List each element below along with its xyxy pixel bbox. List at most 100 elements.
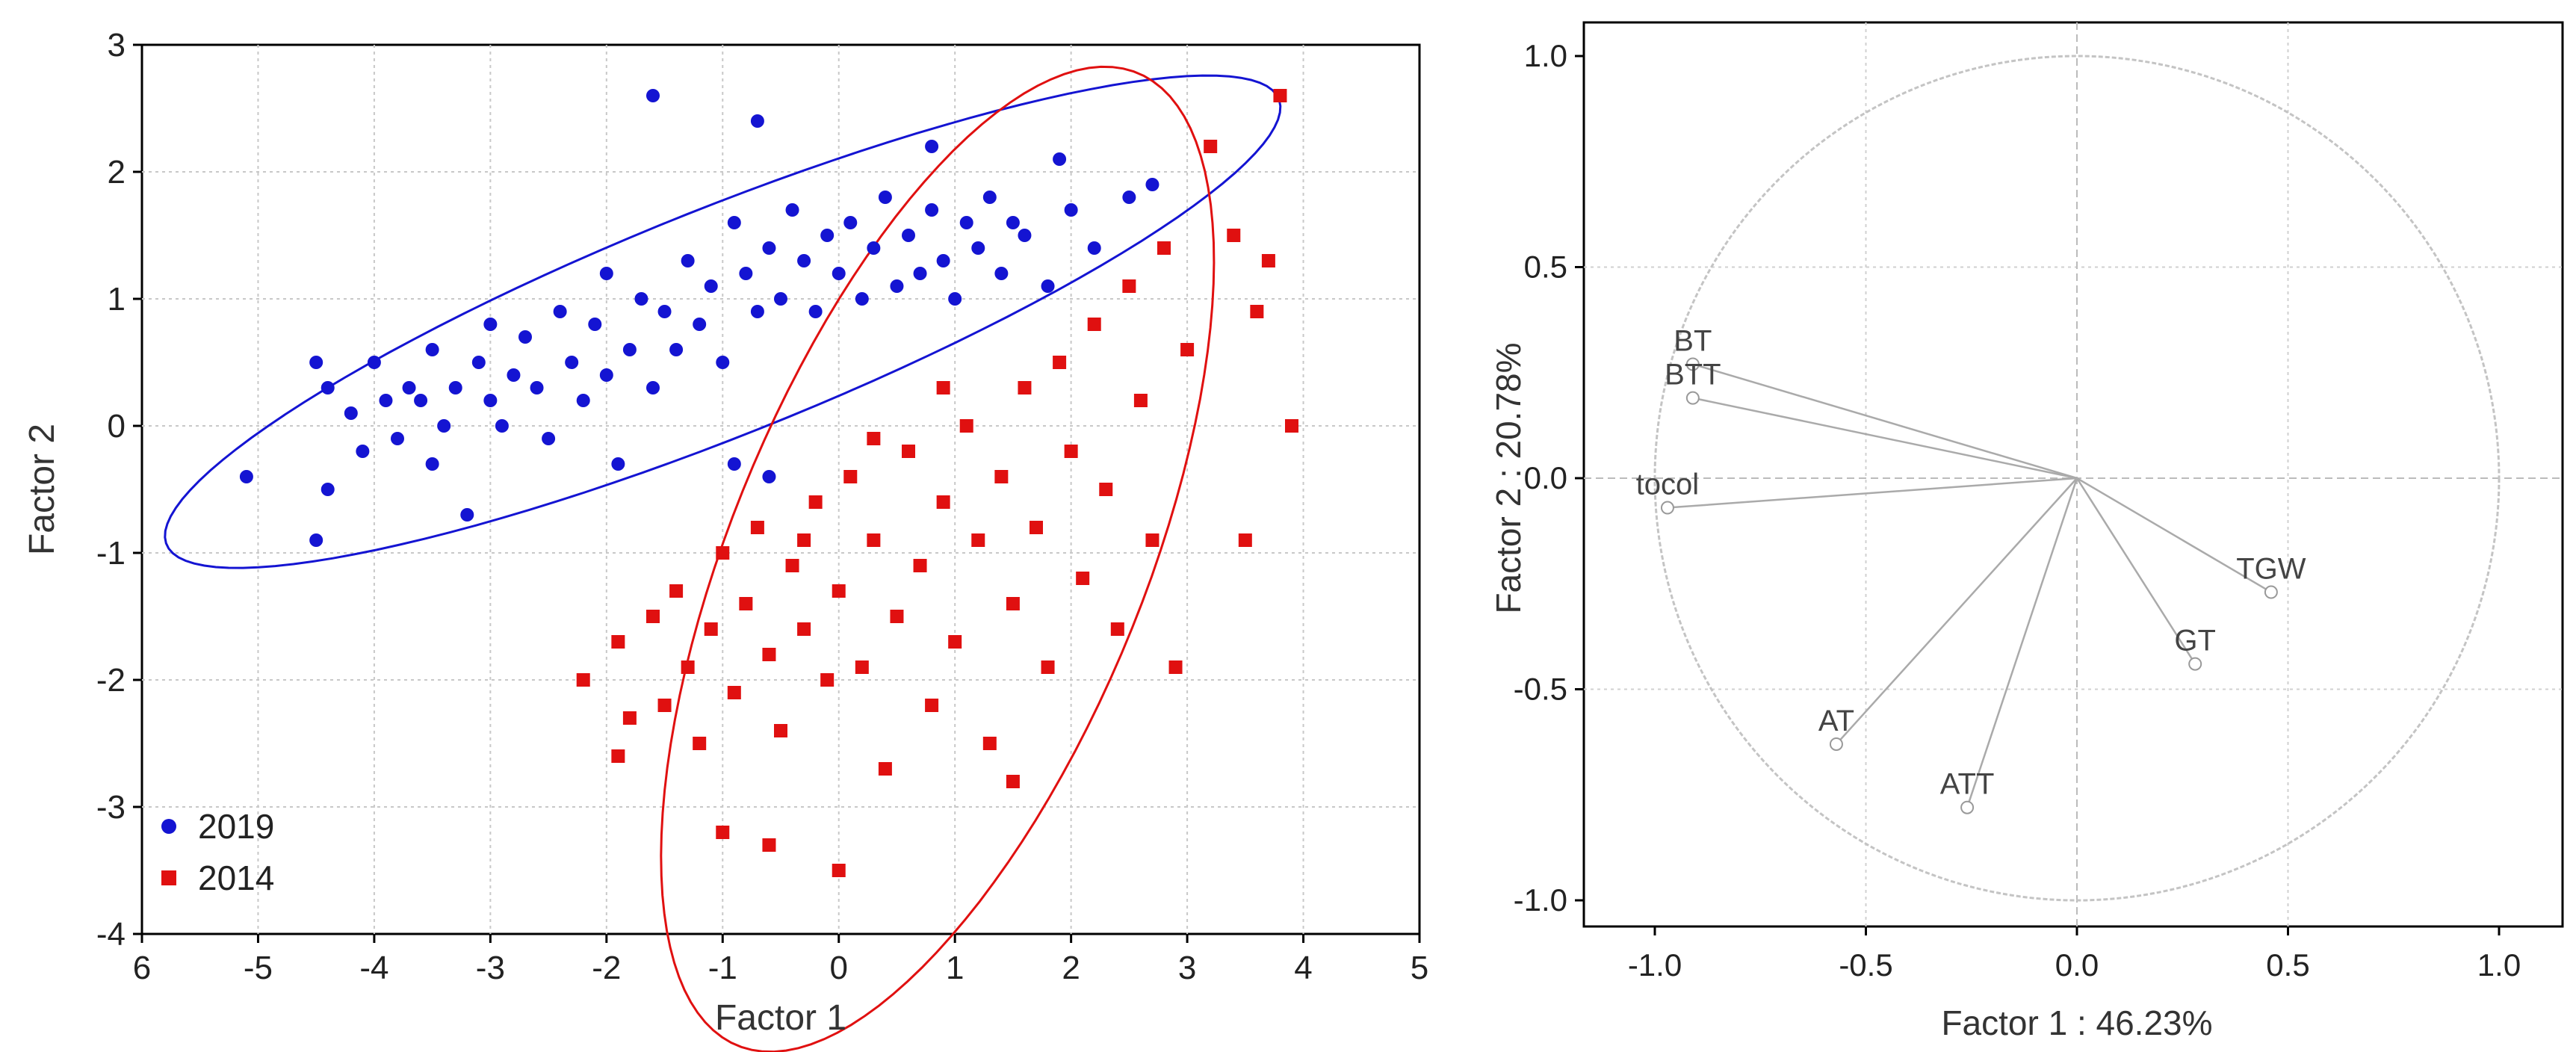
point-2014 bbox=[739, 597, 753, 610]
point-2019 bbox=[239, 470, 253, 483]
point-2014 bbox=[855, 660, 869, 674]
loading-vector-TGW bbox=[2076, 477, 2272, 593]
point-2019 bbox=[657, 305, 672, 318]
point-2019 bbox=[634, 292, 648, 306]
x-axis-title-1: Factor 1 bbox=[715, 998, 846, 1038]
point-2019 bbox=[762, 241, 776, 255]
legend-label-2019: 2019 bbox=[198, 807, 274, 846]
point-2019 bbox=[727, 457, 741, 471]
loading-vector-BTT bbox=[1692, 397, 2078, 480]
point-2019 bbox=[727, 216, 741, 229]
point-2014 bbox=[1041, 660, 1055, 674]
point-2019 bbox=[1122, 191, 1136, 204]
point-2014 bbox=[622, 711, 637, 725]
confidence-ellipse-2014 bbox=[660, 65, 1216, 1052]
point-2019 bbox=[425, 457, 439, 471]
point-2019 bbox=[542, 432, 556, 445]
y-tick-label: 0.5 bbox=[1524, 250, 1567, 285]
point-2014 bbox=[925, 699, 939, 712]
point-2014 bbox=[867, 432, 881, 445]
point-2019 bbox=[402, 381, 416, 394]
variable-label-BT: BT bbox=[1674, 324, 1712, 357]
y-tick-label: -1 bbox=[96, 535, 126, 572]
point-2019 bbox=[750, 114, 764, 128]
point-2014 bbox=[982, 737, 997, 750]
legend-marker-2019 bbox=[161, 819, 176, 834]
point-2019 bbox=[530, 381, 544, 394]
point-2014 bbox=[1285, 419, 1298, 433]
point-2014 bbox=[867, 533, 881, 547]
loading-vector-AT bbox=[1836, 477, 2078, 745]
loading-point-BT bbox=[1685, 357, 1700, 371]
point-2014 bbox=[727, 686, 741, 699]
point-2014 bbox=[890, 610, 904, 623]
point-2019 bbox=[1006, 216, 1020, 229]
x-tick-label: -2 bbox=[592, 950, 621, 986]
point-2019 bbox=[425, 343, 439, 356]
point-2014 bbox=[1168, 660, 1183, 674]
point-2019 bbox=[878, 191, 892, 204]
point-2019 bbox=[391, 432, 404, 445]
legend: 2019 2014 bbox=[161, 807, 274, 897]
point-2014 bbox=[1122, 279, 1136, 293]
point-2019 bbox=[808, 305, 823, 318]
point-2014 bbox=[1006, 775, 1020, 788]
point-2014 bbox=[1145, 533, 1159, 547]
variable-label-TGW: TGW bbox=[2236, 553, 2306, 586]
point-2019 bbox=[460, 508, 474, 522]
point-2019 bbox=[936, 254, 950, 267]
point-2014 bbox=[611, 635, 625, 649]
y-tick-label: -3 bbox=[96, 789, 126, 826]
point-2014 bbox=[1030, 521, 1043, 534]
loading-point-GT bbox=[2188, 657, 2202, 671]
point-2014 bbox=[948, 635, 962, 649]
point-2019 bbox=[437, 419, 451, 433]
point-2014 bbox=[971, 533, 985, 547]
point-2019 bbox=[739, 267, 753, 280]
y-tick-label: 0 bbox=[108, 408, 126, 445]
y-axis-title-1: Factor 2 bbox=[22, 424, 62, 555]
point-2019 bbox=[321, 483, 335, 496]
point-2019 bbox=[669, 343, 684, 356]
x-tick-label: 2 bbox=[1062, 950, 1080, 986]
point-2014 bbox=[1238, 533, 1252, 547]
point-2019 bbox=[321, 381, 335, 394]
x-tick-label: 6 bbox=[133, 950, 151, 986]
point-2019 bbox=[693, 318, 707, 331]
y-tick-label: 3 bbox=[108, 27, 126, 64]
point-2014 bbox=[657, 699, 672, 712]
point-2019 bbox=[982, 191, 997, 204]
point-2019 bbox=[925, 203, 939, 217]
point-2019 bbox=[832, 267, 846, 280]
point-2014 bbox=[704, 622, 718, 636]
point-2014 bbox=[820, 673, 835, 687]
point-2019 bbox=[367, 356, 381, 369]
plot2-frame bbox=[1582, 21, 2564, 928]
x-tick-label: -3 bbox=[476, 950, 505, 986]
y-tick-label: -0.5 bbox=[1514, 672, 1567, 707]
point-2019 bbox=[704, 279, 718, 293]
point-2019 bbox=[1053, 152, 1067, 166]
point-2019 bbox=[565, 356, 579, 369]
point-2019 bbox=[913, 267, 927, 280]
point-2019 bbox=[611, 457, 625, 471]
x-tick-label: 0.0 bbox=[2055, 947, 2099, 983]
x-tick-label: 5 bbox=[1411, 950, 1428, 986]
point-2019 bbox=[902, 229, 915, 242]
point-2019 bbox=[890, 279, 904, 293]
point-2019 bbox=[495, 419, 509, 433]
point-2014 bbox=[1261, 254, 1275, 267]
point-2019 bbox=[948, 292, 962, 306]
point-2014 bbox=[1064, 445, 1078, 458]
point-2014 bbox=[1250, 305, 1264, 318]
point-2019 bbox=[507, 368, 521, 382]
point-2019 bbox=[774, 292, 787, 306]
point-2019 bbox=[622, 343, 637, 356]
point-2019 bbox=[518, 330, 532, 344]
point-2014 bbox=[1099, 483, 1113, 496]
point-2014 bbox=[762, 648, 776, 661]
point-2014 bbox=[1087, 318, 1101, 331]
point-2014 bbox=[1076, 572, 1090, 585]
